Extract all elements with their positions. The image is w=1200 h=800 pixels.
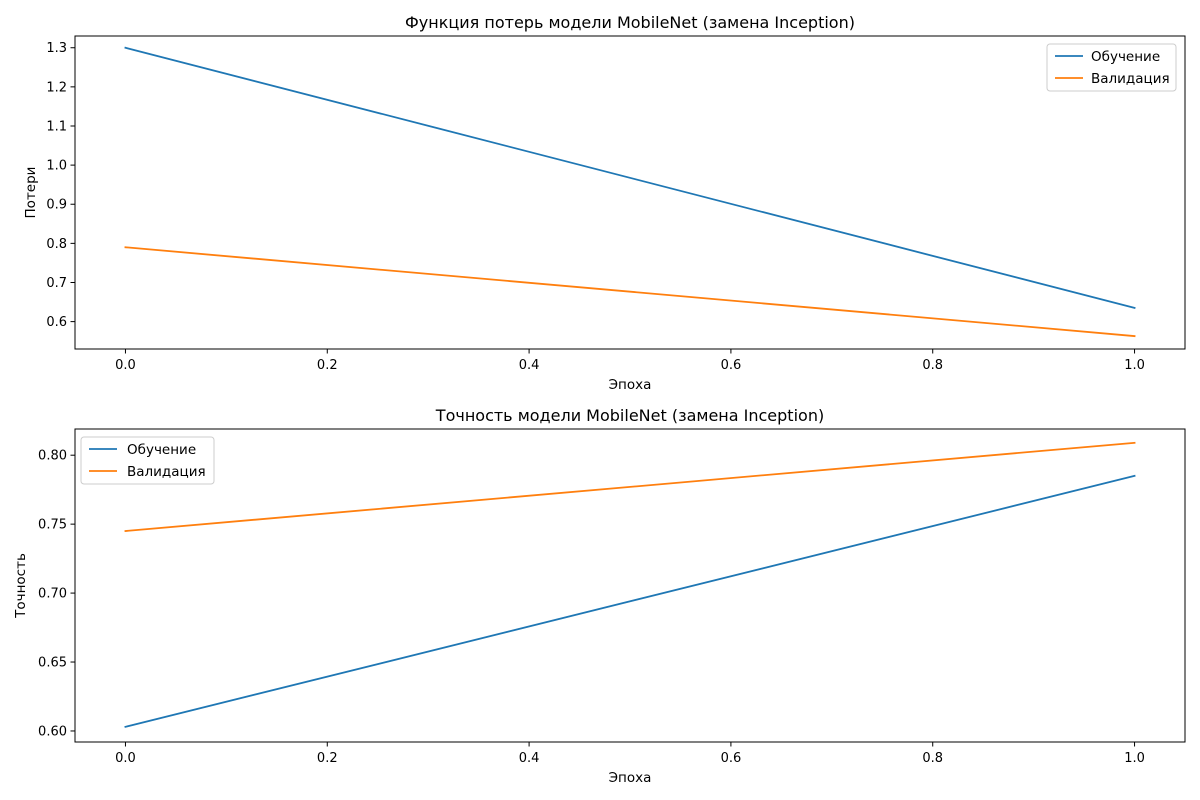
loss-y-tick-label: 0.6	[46, 315, 67, 330]
loss-legend-label-validation: Валидация	[1091, 71, 1170, 87]
accuracy-x-tick-label: 0.8	[922, 751, 943, 766]
loss-y-tick-label: 0.9	[46, 198, 67, 213]
loss-y-axis-label: Потери	[23, 167, 39, 219]
loss-chart: Функция потерь модели MobileNet (замена …	[23, 13, 1186, 393]
loss-x-tick-label: 0.4	[519, 358, 540, 373]
accuracy-y-tick-label: 0.70	[38, 587, 67, 602]
loss-x-tick-label: 0.2	[317, 358, 338, 373]
accuracy-series-line-validation	[124, 441, 1136, 533]
accuracy-series-lines	[124, 441, 1136, 728]
loss-series-line-validation	[124, 246, 1136, 338]
accuracy-x-tick-label: 0.6	[721, 751, 742, 766]
accuracy-y-tick-label: 0.80	[38, 449, 67, 464]
accuracy-chart-title: Точность модели MobileNet (замена Incept…	[435, 406, 824, 425]
loss-legend-label-train: Обучение	[1091, 49, 1160, 65]
accuracy-x-tick-label: 1.0	[1124, 751, 1145, 766]
accuracy-x-axis-label: Эпоха	[609, 770, 652, 786]
accuracy-series-line-train	[124, 474, 1136, 728]
accuracy-y-tick-label: 0.75	[38, 518, 67, 533]
loss-y-tick-label: 1.0	[46, 159, 67, 174]
loss-chart-title: Функция потерь модели MobileNet (замена …	[405, 13, 855, 32]
accuracy-x-tick-label: 0.2	[317, 751, 338, 766]
accuracy-x-tick-label: 0.0	[115, 751, 136, 766]
loss-y-tick-label: 1.3	[46, 41, 67, 56]
loss-x-ticks: 0.0 0.2 0.4 0.6 0.8 1.0	[115, 349, 1145, 373]
accuracy-chart: Точность модели MobileNet (замена Incept…	[13, 406, 1186, 786]
accuracy-x-ticks: 0.0 0.2 0.4 0.6 0.8 1.0	[115, 742, 1145, 766]
loss-series-line-train	[124, 46, 1136, 310]
loss-x-tick-label: 1.0	[1124, 358, 1145, 373]
loss-series-lines	[124, 46, 1136, 338]
loss-y-tick-label: 1.1	[46, 119, 67, 134]
loss-x-tick-label: 0.0	[115, 358, 136, 373]
accuracy-y-axis-label: Точность	[13, 553, 29, 619]
loss-y-tick-label: 0.8	[46, 237, 67, 252]
accuracy-x-tick-label: 0.4	[519, 751, 540, 766]
loss-x-axis-label: Эпоха	[609, 377, 652, 393]
accuracy-y-tick-label: 0.65	[38, 656, 67, 671]
loss-y-tick-label: 0.7	[46, 276, 67, 291]
loss-y-ticks: 0.6 0.7 0.8 0.9 1.0 1.1 1.2 1.3	[46, 41, 75, 330]
loss-y-tick-label: 1.2	[46, 80, 67, 95]
accuracy-plot-frame	[74, 428, 1186, 743]
loss-plot-frame	[74, 35, 1186, 350]
loss-x-tick-label: 0.6	[721, 358, 742, 373]
accuracy-legend-label-validation: Валидация	[127, 464, 206, 480]
accuracy-y-ticks: 0.60 0.65 0.70 0.75 0.80	[38, 449, 75, 739]
accuracy-legend-label-train: Обучение	[127, 442, 196, 458]
loss-legend: Обучение Валидация	[1046, 43, 1177, 92]
accuracy-legend: Обучение Валидация	[80, 436, 215, 485]
accuracy-y-tick-label: 0.60	[38, 724, 67, 739]
loss-x-tick-label: 0.8	[922, 358, 943, 373]
